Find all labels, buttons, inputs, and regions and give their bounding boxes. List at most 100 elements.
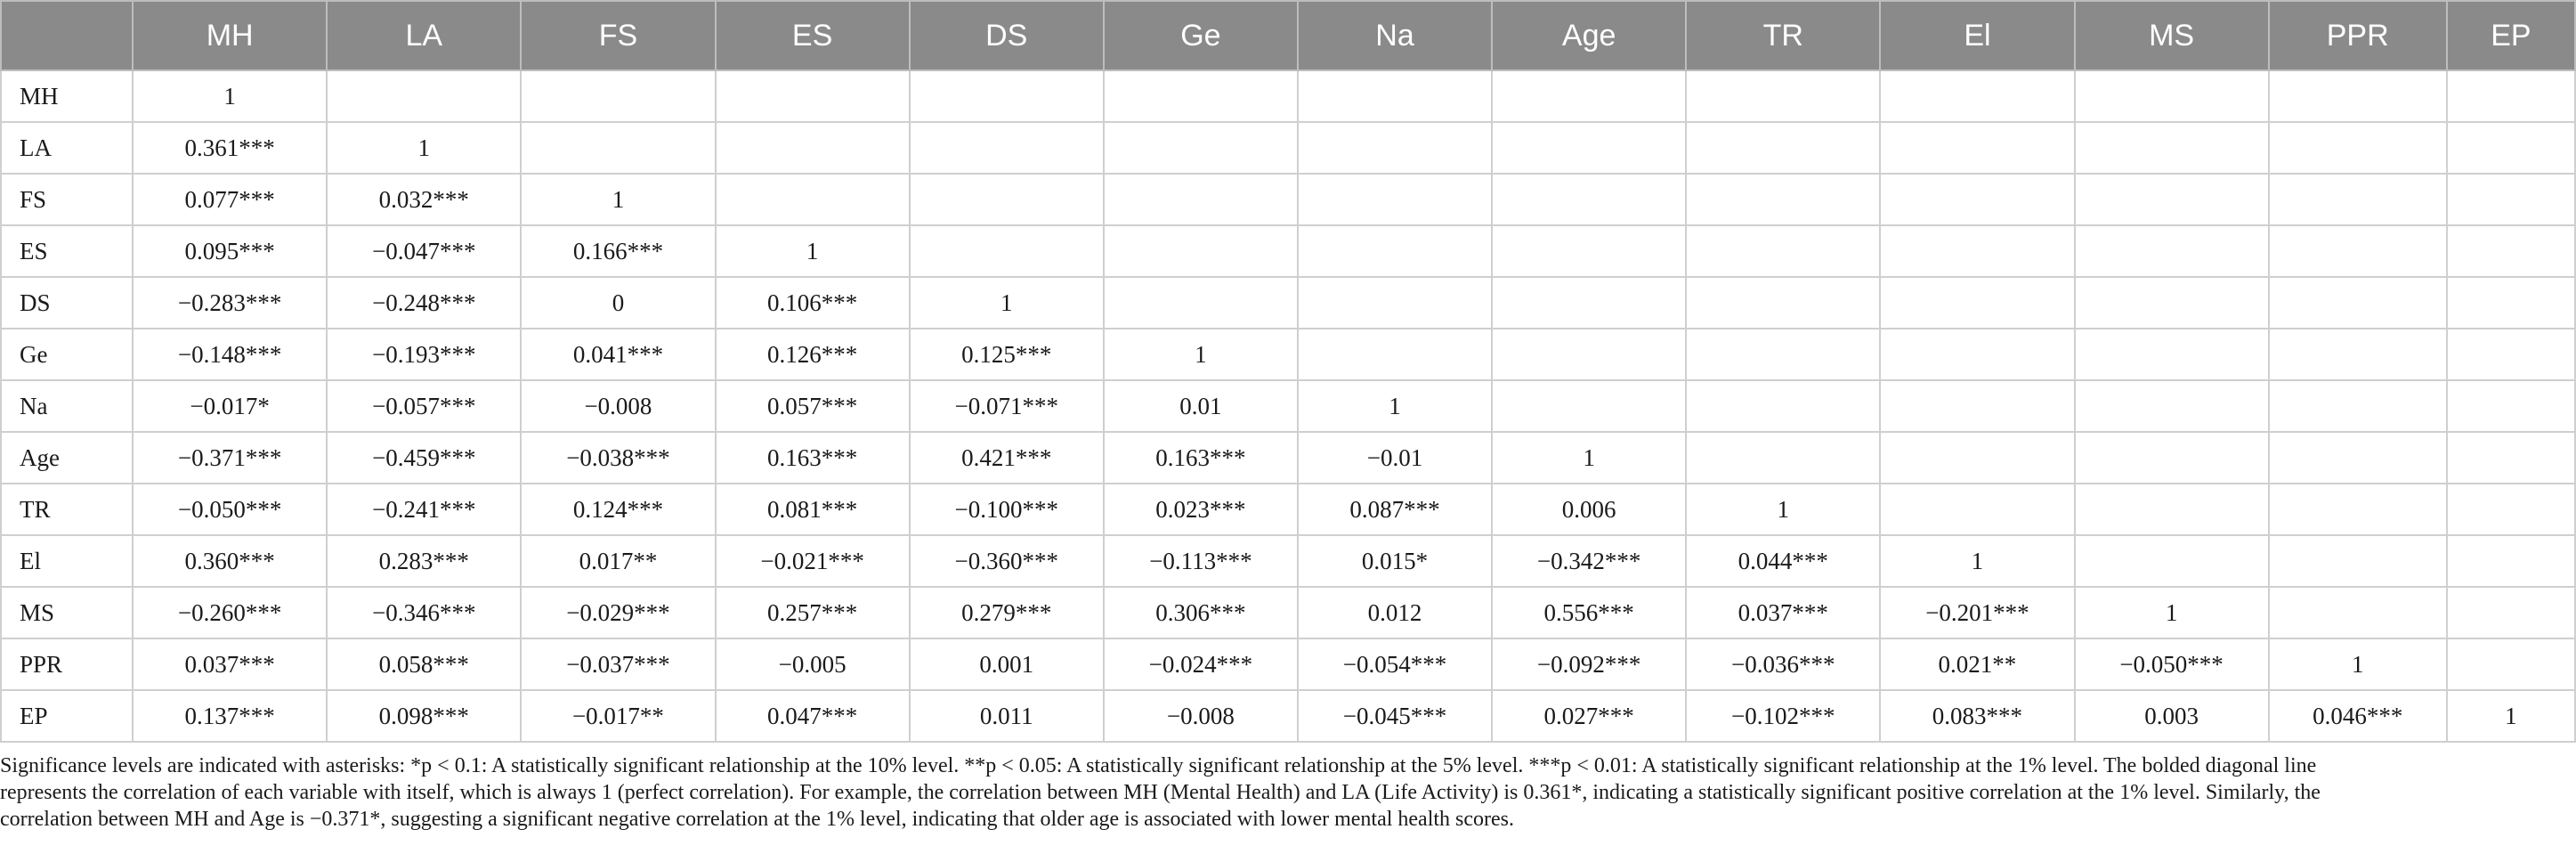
table-cell: 1 <box>520 173 717 226</box>
table-cell <box>2445 534 2576 588</box>
table-cell <box>2445 638 2576 691</box>
table-row: MH 1 <box>0 69 2576 123</box>
table-cell <box>1879 483 2076 536</box>
table-cell <box>714 121 911 175</box>
table-cell <box>908 173 1105 226</box>
table-cell: −0.01 <box>1296 431 1494 484</box>
table-cell <box>2073 483 2270 536</box>
table-row: TR −0.050*** −0.241*** 0.124*** 0.081*** −0.1… <box>0 483 2576 536</box>
table-cell <box>2445 69 2576 123</box>
table-cell: 1 <box>2073 586 2270 639</box>
table-cell <box>1685 173 1882 226</box>
table-footnote: Significance levels are indicated with a… <box>0 752 2576 833</box>
table-cell: 0.023*** <box>1102 483 1299 536</box>
column-header: FS <box>520 0 717 71</box>
table-cell: 0.012 <box>1296 586 1494 639</box>
table-cell <box>2073 224 2270 278</box>
table-cell <box>1491 379 1688 433</box>
table-cell <box>2267 121 2448 175</box>
table-cell <box>1102 121 1299 175</box>
table-row: FS 0.077*** 0.032*** 1 <box>0 173 2576 226</box>
table-cell: −0.113*** <box>1102 534 1299 588</box>
row-label: ES <box>0 224 134 278</box>
table-cell: 0.015* <box>1296 534 1494 588</box>
table-cell <box>2267 586 2448 639</box>
table-cell: −0.005 <box>714 638 911 691</box>
table-cell <box>1102 276 1299 329</box>
table-cell: 0.257*** <box>714 586 911 639</box>
table-cell <box>2445 121 2576 175</box>
table-cell <box>2267 224 2448 278</box>
table-cell: −0.029*** <box>520 586 717 639</box>
table-cell <box>1879 431 2076 484</box>
column-header: El <box>1879 0 2076 71</box>
row-label: LA <box>0 121 134 175</box>
table-cell: −0.148*** <box>132 328 328 381</box>
table-row: DS −0.283*** −0.248*** 0 0.106*** 1 <box>0 276 2576 329</box>
table-cell: −0.342*** <box>1491 534 1688 588</box>
table-cell <box>2267 328 2448 381</box>
table-cell <box>1685 379 1882 433</box>
table-cell <box>2267 276 2448 329</box>
table-cell <box>1491 224 1688 278</box>
table-cell: −0.017* <box>132 379 328 433</box>
table-cell: 1 <box>326 121 522 175</box>
table-cell: 0.041*** <box>520 328 717 381</box>
table-cell: 0.360*** <box>132 534 328 588</box>
table-cell <box>1296 69 1494 123</box>
table-cell <box>1102 69 1299 123</box>
table-cell <box>1296 173 1494 226</box>
row-label: DS <box>0 276 134 329</box>
table-cell <box>1685 276 1882 329</box>
table-header: MH LA FS ES DS Ge Na Age TR El MS PPR EP <box>0 0 2576 71</box>
table-cell: 0 <box>520 276 717 329</box>
table-cell: −0.057*** <box>326 379 522 433</box>
table-cell: 0.361*** <box>132 121 328 175</box>
table-cell: −0.100*** <box>908 483 1105 536</box>
table-cell: −0.241*** <box>326 483 522 536</box>
table-cell: 0.003 <box>2073 689 2270 743</box>
table-cell: −0.047*** <box>326 224 522 278</box>
table-cell: 0.421*** <box>908 431 1105 484</box>
table-cell <box>1685 224 1882 278</box>
column-header: TR <box>1685 0 1882 71</box>
table-cell: 1 <box>1879 534 2076 588</box>
table-cell <box>2073 276 2270 329</box>
table-cell: 1 <box>1685 483 1882 536</box>
table-cell <box>2267 69 2448 123</box>
table-cell: −0.038*** <box>520 431 717 484</box>
table-cell <box>908 121 1105 175</box>
table-cell: 1 <box>1296 379 1494 433</box>
row-label: Na <box>0 379 134 433</box>
table-row: MS −0.260*** −0.346*** −0.029*** 0.257*** 0.2… <box>0 586 2576 639</box>
table-cell: 0.081*** <box>714 483 911 536</box>
table-cell: 0.037*** <box>1685 586 1882 639</box>
row-label: TR <box>0 483 134 536</box>
table-cell: 1 <box>908 276 1105 329</box>
column-header: Na <box>1296 0 1494 71</box>
table-cell <box>1491 121 1688 175</box>
table-cell: 0.058*** <box>326 638 522 691</box>
correlation-matrix-table: MH LA FS ES DS Ge Na Age TR El MS PPR EP MH 1 LA 0.361*… <box>0 0 2576 743</box>
table-cell <box>2073 534 2270 588</box>
table-cell: 1 <box>2267 638 2448 691</box>
table-cell: 0.011 <box>908 689 1105 743</box>
table-cell: −0.248*** <box>326 276 522 329</box>
table-cell <box>1491 173 1688 226</box>
table-cell: −0.050*** <box>132 483 328 536</box>
table-cell: −0.050*** <box>2073 638 2270 691</box>
table-cell <box>1296 224 1494 278</box>
header-row: MH LA FS ES DS Ge Na Age TR El MS PPR EP <box>0 0 2576 71</box>
table-cell <box>1685 121 1882 175</box>
column-header: PPR <box>2267 0 2448 71</box>
table-cell: 0.01 <box>1102 379 1299 433</box>
footnote-line: represents the correlation of each varia… <box>0 781 2321 804</box>
corner-header-cell <box>0 0 134 71</box>
table-cell <box>520 121 717 175</box>
table-body: MH 1 LA 0.361*** 1 FS 0.077*** 0.032*** 1 ES 0.095… <box>0 69 2576 743</box>
column-header: Ge <box>1102 0 1299 71</box>
table-cell: 0.163*** <box>1102 431 1299 484</box>
table-cell: 0.083*** <box>1879 689 2076 743</box>
table-cell: −0.045*** <box>1296 689 1494 743</box>
